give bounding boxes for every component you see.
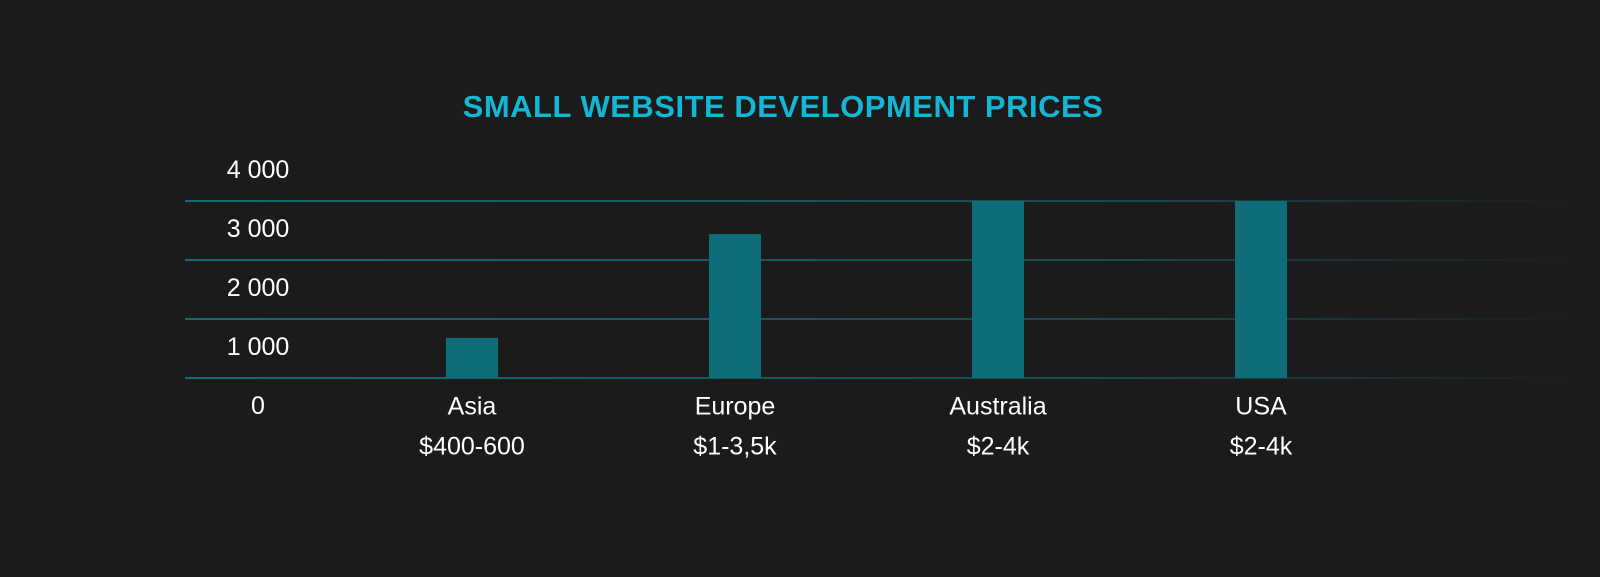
- x-tick-label: Australia: [949, 393, 1046, 421]
- bar: [446, 337, 498, 378]
- y-tick-label: 4 000: [227, 156, 290, 184]
- chart-title: SMALL WEBSITE DEVELOPMENT PRICES: [463, 89, 1104, 124]
- x-tick-label: USA: [1235, 393, 1287, 421]
- price-label: $2-4k: [967, 433, 1030, 461]
- y-tick-label: 0: [251, 392, 265, 420]
- y-tick-label: 2 000: [227, 274, 290, 302]
- y-tick-label: 1 000: [227, 333, 290, 361]
- y-tick-label: 3 000: [227, 215, 290, 243]
- x-tick-label: Asia: [448, 393, 497, 421]
- bar: [1235, 201, 1287, 378]
- bar: [709, 234, 761, 378]
- price-label: $2-4k: [1230, 433, 1293, 461]
- bar: [972, 201, 1024, 378]
- price-label: $1-3,5k: [693, 433, 777, 461]
- x-tick-label: Europe: [695, 393, 776, 421]
- price-label: $400-600: [419, 433, 525, 461]
